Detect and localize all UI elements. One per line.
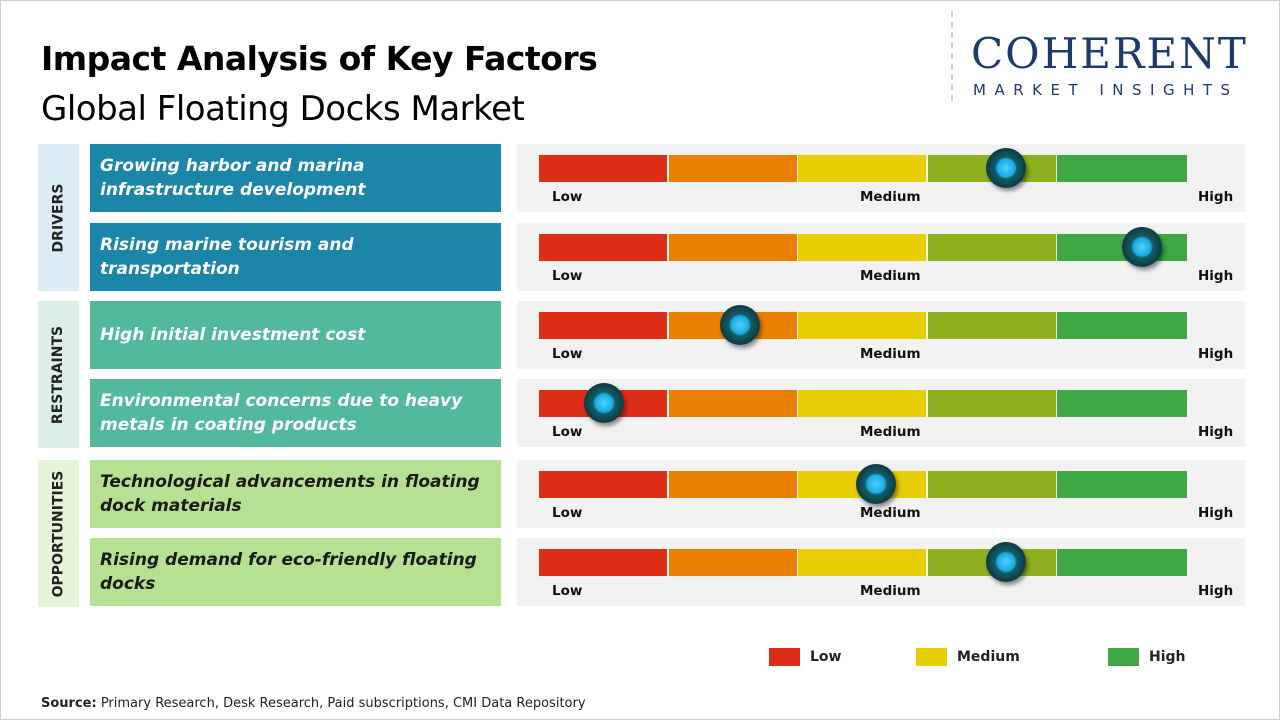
scale-label-low: Low (552, 189, 583, 205)
gauge-segment (668, 234, 797, 261)
gauge-segment (1057, 155, 1187, 182)
impact-marker (719, 305, 760, 345)
scale-label-high: High (1198, 505, 1234, 521)
legend: Low Medium High (1, 648, 1280, 668)
gauge-segment (668, 390, 797, 417)
scale-label-medium: Medium (860, 189, 921, 205)
category-label: RESTRAINTS (50, 325, 67, 424)
impact-gauge: Low Medium High (517, 144, 1245, 212)
gauge-segment (668, 549, 797, 576)
scale-label-high: High (1198, 268, 1234, 284)
factor-label: Growing harbor and marina infrastructure… (90, 144, 501, 212)
scale-label-medium: Medium (860, 268, 921, 284)
legend-label: Medium (957, 649, 1020, 665)
logo-wordmark: COHERENT (971, 29, 1248, 78)
category-tab-restraints: RESTRAINTS (38, 301, 79, 448)
category-tab-drivers: DRIVERS (38, 144, 79, 291)
gauge-segment (668, 471, 797, 498)
impact-marker (1121, 227, 1162, 267)
scale-label-medium: Medium (860, 424, 921, 440)
category-label: DRIVERS (50, 183, 67, 252)
category-label: OPPORTUNITIES (50, 470, 67, 597)
scale-label-medium: Medium (860, 505, 921, 521)
scale-label-high: High (1198, 424, 1234, 440)
source-note: Source: Primary Research, Desk Research,… (41, 696, 586, 711)
impact-marker (985, 542, 1026, 582)
impact-gauge: Low Medium High (517, 379, 1245, 447)
factor-label: Environmental concerns due to heavy meta… (90, 379, 501, 447)
impact-marker (583, 383, 624, 423)
gauge-segment (1057, 390, 1187, 417)
scale-label-high: High (1198, 189, 1234, 205)
impact-gauge: Low Medium High (517, 538, 1245, 606)
factor-label: Technological advancements in floating d… (90, 460, 501, 528)
gauge-segment (798, 234, 927, 261)
gauge-segment (539, 155, 667, 182)
scale-label-high: High (1198, 583, 1234, 599)
scale-label-low: Low (552, 268, 583, 284)
company-logo: COHERENT MARKET INSIGHTS (951, 11, 1271, 101)
gauge-segment (927, 390, 1056, 417)
gauge-segment (798, 390, 927, 417)
gauge-segment (539, 312, 667, 339)
legend-item: Low (769, 648, 841, 666)
gauge-segment (927, 471, 1056, 498)
scale-label-medium: Medium (860, 346, 921, 362)
gauge-segment (539, 471, 667, 498)
impact-gauge: Low Medium High (517, 460, 1245, 528)
gauge-segment (798, 549, 927, 576)
scale-label-low: Low (552, 583, 583, 599)
gauge-segment (668, 155, 797, 182)
legend-item: Medium (916, 648, 1020, 666)
scale-label-low: Low (552, 346, 583, 362)
gauge-segment (539, 549, 667, 576)
scale-label-low: Low (552, 505, 583, 521)
gauge-segment (798, 155, 927, 182)
legend-label: High (1149, 649, 1186, 665)
legend-swatch (769, 648, 800, 666)
legend-label: Low (810, 649, 842, 665)
source-label: Source: (41, 696, 97, 711)
legend-item: High (1108, 648, 1186, 666)
factor-label: Rising demand for eco-friendly floating … (90, 538, 501, 606)
impact-gauge: Low Medium High (517, 301, 1245, 369)
gauge-segment (1057, 471, 1187, 498)
gauge-segment (1057, 549, 1187, 576)
gauge-segment (539, 234, 667, 261)
scale-label-high: High (1198, 346, 1234, 362)
impact-marker (855, 464, 896, 504)
category-tab-opportunities: OPPORTUNITIES (38, 460, 79, 607)
factor-label: Rising marine tourism and transportation (90, 223, 501, 291)
page-subtitle: Global Floating Docks Market (41, 89, 525, 129)
legend-swatch (916, 648, 947, 666)
source-text: Primary Research, Desk Research, Paid su… (96, 696, 586, 711)
gauge-segment (798, 312, 927, 339)
impact-marker (985, 148, 1026, 188)
scale-label-medium: Medium (860, 583, 921, 599)
scale-label-low: Low (552, 424, 583, 440)
gauge-segment (927, 312, 1056, 339)
gauge-segment (927, 234, 1056, 261)
legend-swatch (1108, 648, 1139, 666)
page-title: Impact Analysis of Key Factors (41, 39, 598, 78)
gauge-segment (1057, 312, 1187, 339)
logo-tagline: MARKET INSIGHTS (973, 81, 1239, 99)
impact-gauge: Low Medium High (517, 223, 1245, 291)
factor-label: High initial investment cost (90, 301, 501, 369)
